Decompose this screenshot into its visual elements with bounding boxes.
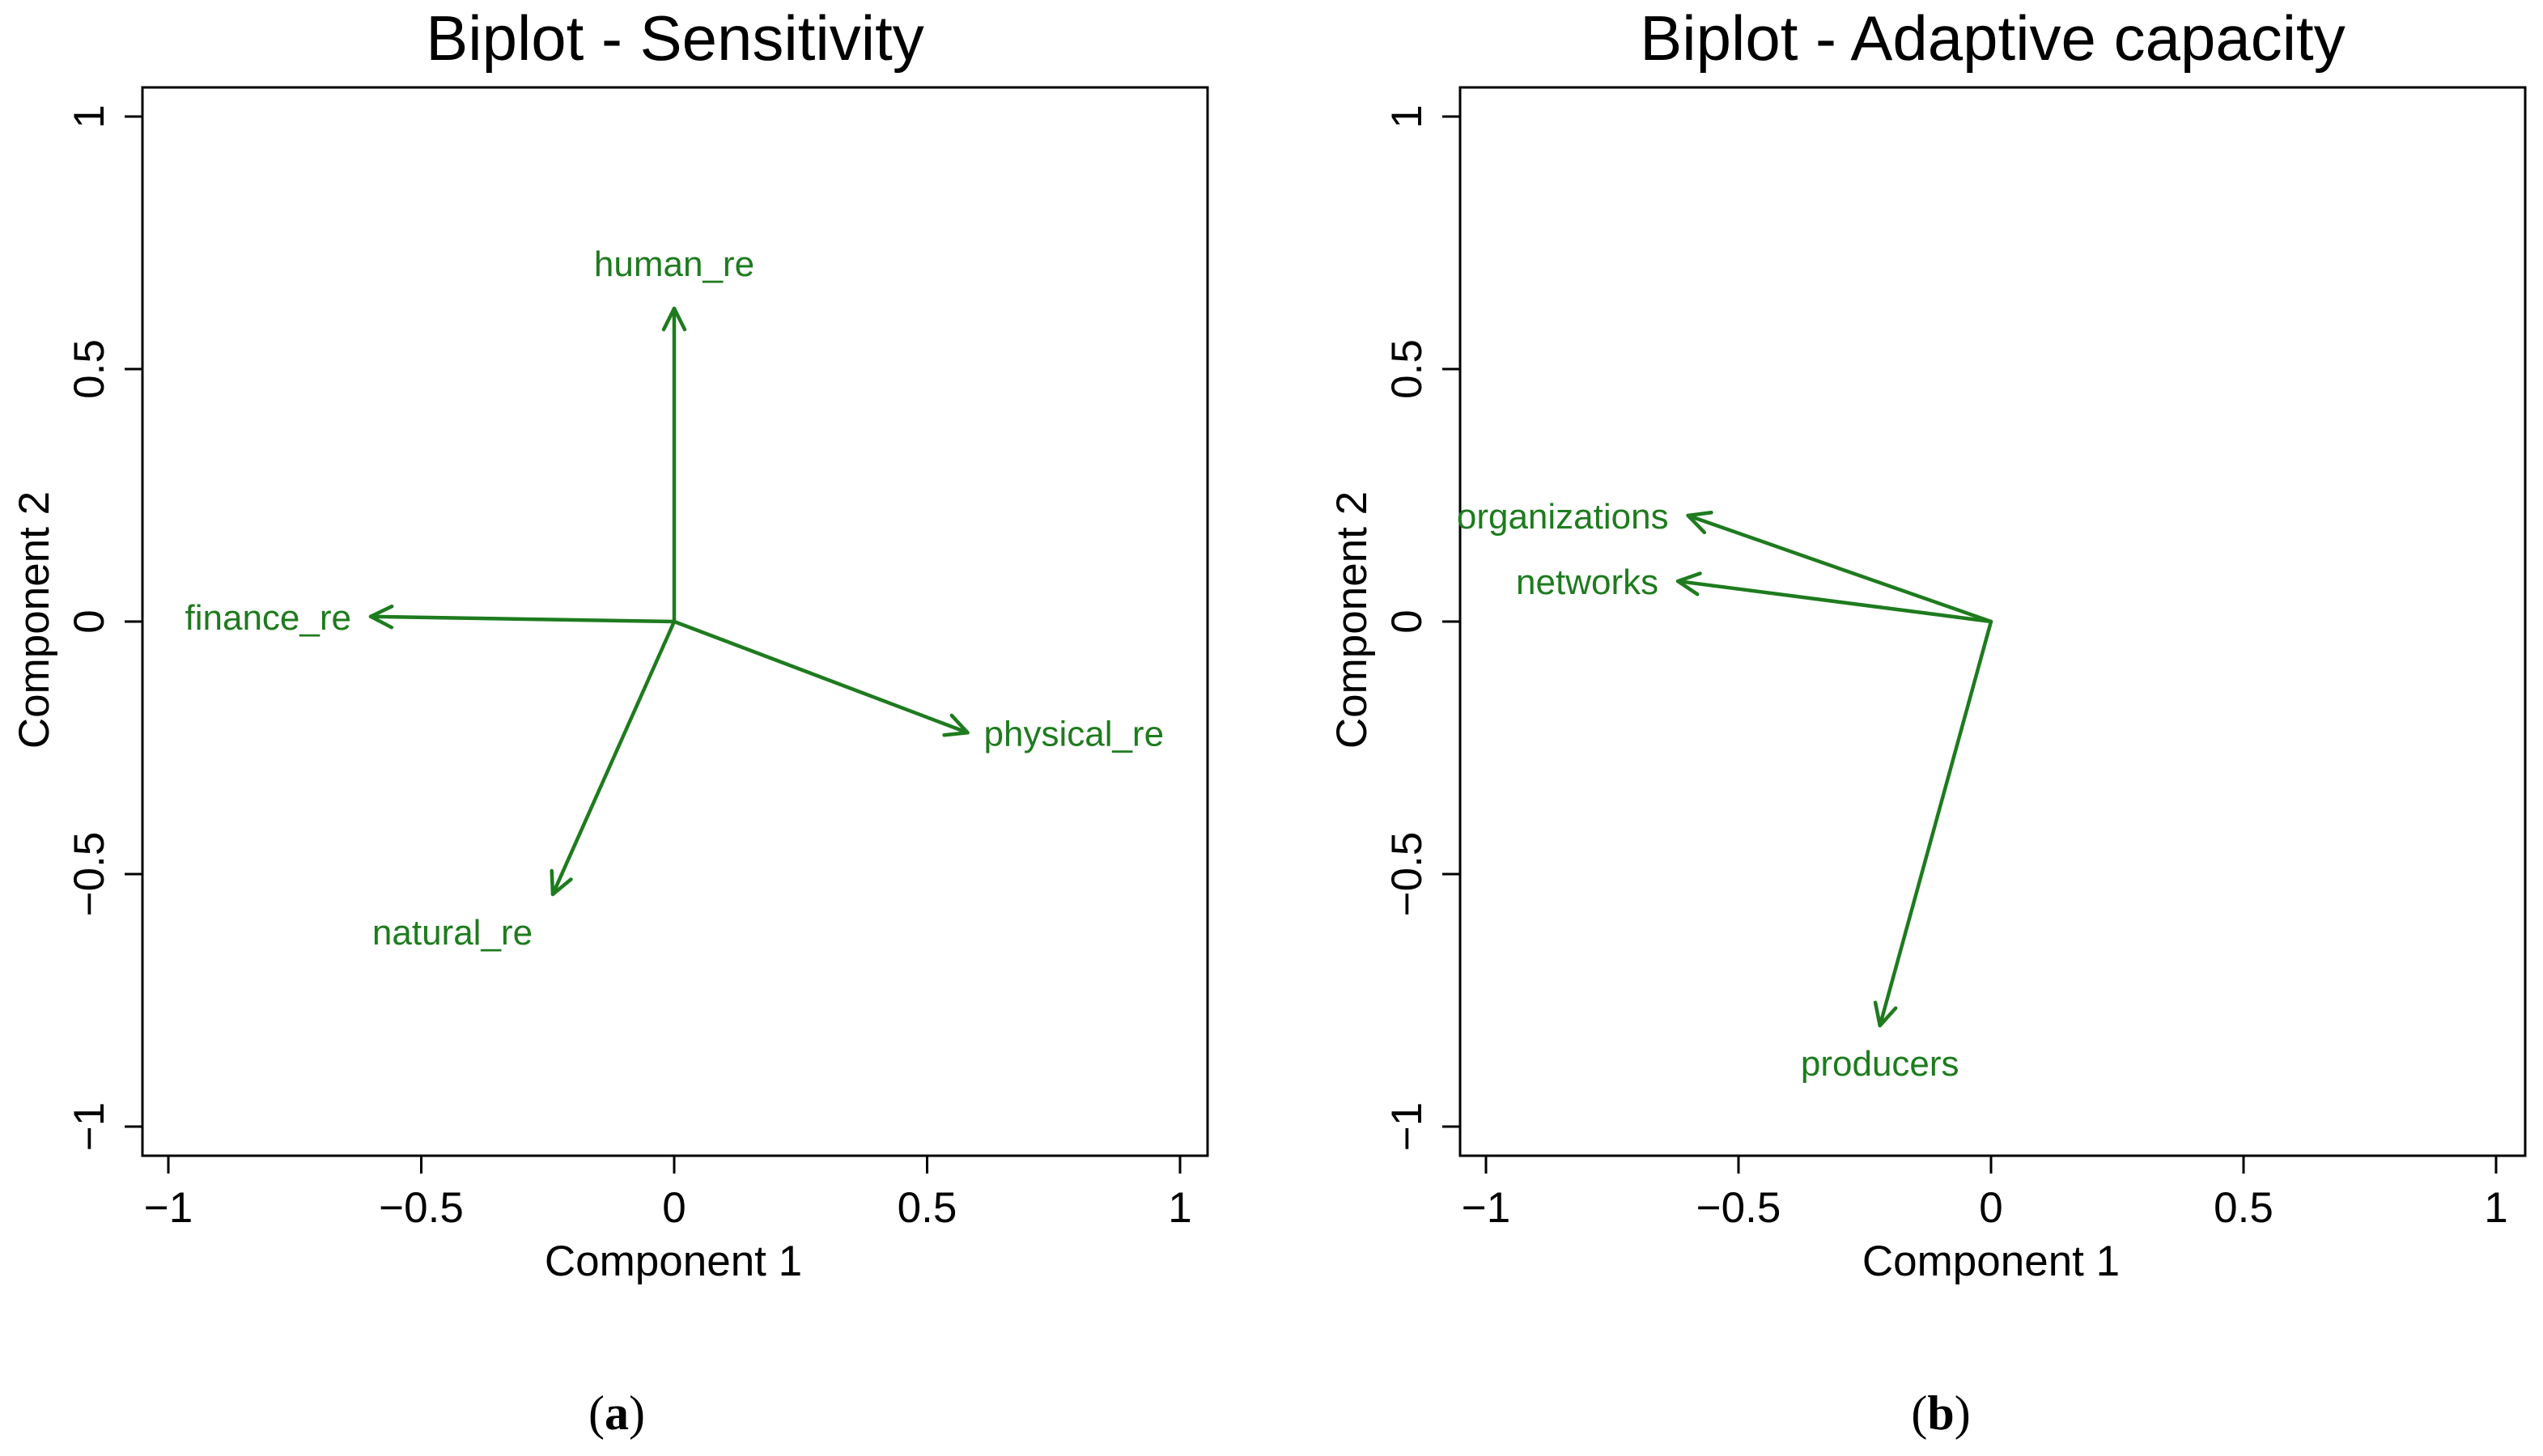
vector-arrow [672,619,970,737]
y-tick-labels: −1 −0.5 0 0.5 1 [66,104,113,1151]
x-axis-label: Component 1 [1862,1237,2120,1285]
vector-label: human_re [594,244,754,284]
x-tick-label: −0.5 [1696,1184,1781,1232]
y-tick-label: −0.5 [1383,832,1431,917]
vector-arrow [550,619,677,897]
y-tick-label: 0.5 [1383,339,1431,399]
y-tick-label: 0 [1383,609,1431,633]
x-tick-label: 0 [662,1184,686,1232]
y-axis-label: Component 2 [11,491,58,749]
x-tick-label: 1 [2484,1184,2507,1232]
y-tick-label: −1 [66,1102,113,1151]
vector-label: networks [1516,562,1658,602]
x-tick-label: −0.5 [379,1184,464,1232]
panel-sensitivity: Biplot - Sensitivity −1 −0.5 0 0.5 1 −1 −0.5 0… [11,2,1209,1440]
vector-label: organizations [1457,497,1669,537]
vector-label: producers [1801,1044,1959,1084]
y-tick-label: 1 [66,104,113,128]
vector-arrow [1873,619,1993,1028]
panel-adaptive-capacity: Biplot - Adaptive capacity −1 −0.5 0 0.5 1 −… [1328,2,2527,1440]
loading-vectors: organizations networks producers [1457,497,1993,1084]
panel-label: (a) [588,1386,645,1440]
x-tick-label: 1 [1168,1184,1191,1232]
axis-ticks [125,115,1182,1174]
vector-label: finance_re [185,598,351,638]
y-tick-label: 1 [1383,104,1431,128]
x-axis-label: Component 1 [545,1237,802,1285]
chart-title: Biplot - Adaptive capacity [1640,2,2345,74]
y-axis-label: Component 2 [1328,491,1376,749]
y-tick-labels: −1 −0.5 0 0.5 1 [1383,104,1431,1151]
y-tick-label: 0.5 [66,339,113,399]
chart-title: Biplot - Sensitivity [426,2,924,74]
vector-arrow [1686,511,1993,624]
x-tick-label: 0.5 [2214,1184,2273,1232]
vector-label: natural_re [372,913,533,953]
loading-vectors: human_re finance_re physical_re natural_re [185,244,1165,953]
panel-label: (b) [1911,1386,1970,1440]
vector-arrow [1675,571,1993,624]
axis-ticks [1442,115,2498,1174]
y-tick-label: −1 [1383,1102,1431,1151]
vector-label: physical_re [984,714,1165,753]
x-tick-label: 0 [1979,1184,2002,1232]
y-tick-label: −0.5 [66,832,113,917]
x-tick-labels: −1 −0.5 0 0.5 1 [1462,1184,2508,1232]
x-tick-labels: −1 −0.5 0 0.5 1 [144,1184,1192,1232]
y-tick-label: 0 [66,609,113,633]
vector-arrow [368,604,677,630]
x-tick-label: −1 [144,1184,193,1232]
x-tick-label: 0.5 [898,1184,957,1232]
x-tick-label: −1 [1462,1184,1510,1232]
